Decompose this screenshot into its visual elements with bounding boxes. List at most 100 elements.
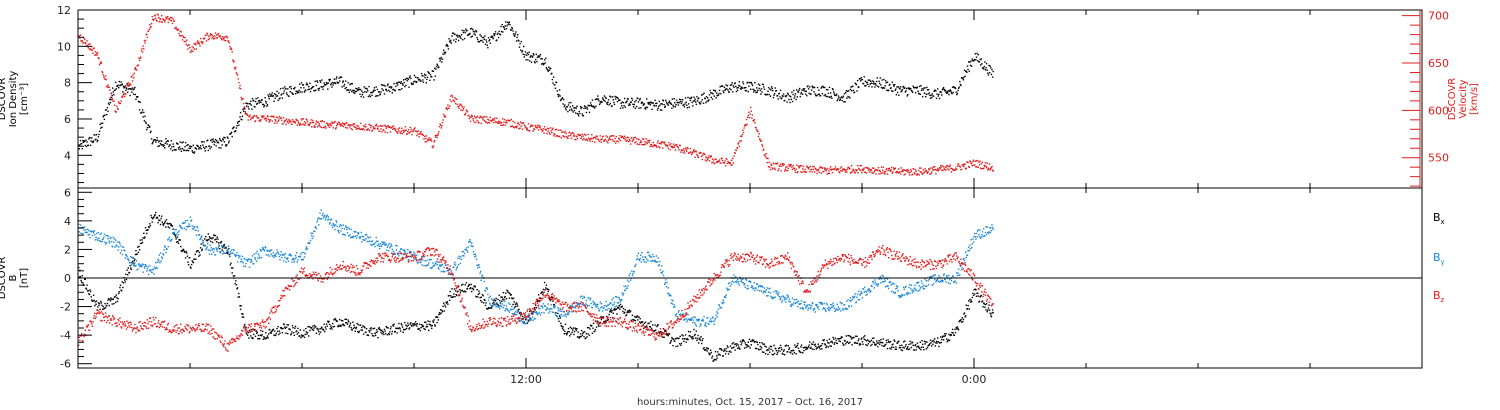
- data-point: [892, 84, 895, 86]
- data-point: [253, 333, 255, 336]
- data-point: [471, 27, 473, 30]
- data-point: [443, 302, 445, 304]
- data-point: [548, 297, 551, 300]
- data-point: [961, 317, 963, 319]
- data-point: [684, 338, 686, 340]
- data-point: [462, 39, 464, 41]
- data-point: [510, 118, 512, 121]
- data-point: [210, 146, 212, 148]
- data-point: [567, 328, 570, 330]
- data-point: [557, 312, 559, 315]
- data-point: [224, 36, 226, 38]
- data-point: [588, 138, 591, 140]
- data-point: [500, 296, 502, 298]
- data-point: [145, 122, 147, 125]
- data-point: [635, 105, 638, 108]
- data-point: [965, 315, 967, 317]
- data-point: [481, 117, 484, 119]
- data-point: [712, 93, 714, 95]
- data-point: [797, 342, 799, 345]
- data-point: [962, 79, 965, 81]
- data-point: [297, 327, 299, 330]
- data-point: [454, 33, 456, 36]
- data-point: [808, 344, 810, 346]
- data-point: [647, 139, 650, 142]
- data-point: [828, 172, 831, 175]
- data-point: [798, 89, 800, 91]
- data-point: [523, 45, 525, 48]
- data-point: [984, 69, 987, 71]
- data-point: [737, 143, 739, 145]
- data-point: [681, 338, 684, 340]
- data-point: [348, 124, 350, 126]
- data-point: [538, 124, 540, 127]
- data-point: [359, 93, 361, 95]
- data-point: [451, 35, 453, 37]
- data-point: [693, 99, 696, 102]
- data-point: [818, 89, 820, 91]
- data-point: [327, 125, 330, 127]
- data-point: [272, 328, 275, 330]
- data-point: [410, 324, 413, 327]
- data-point: [895, 346, 897, 348]
- data-point: [305, 83, 307, 86]
- data-point: [133, 77, 135, 79]
- data-point: [400, 81, 402, 83]
- data-point: [293, 334, 295, 337]
- data-point: [228, 41, 230, 44]
- data-point: [894, 83, 896, 86]
- data-point: [143, 232, 145, 234]
- data-point: [275, 334, 277, 336]
- data-point: [259, 99, 261, 102]
- data-point: [351, 90, 353, 93]
- data-point: [529, 126, 531, 128]
- data-point: [735, 343, 737, 345]
- data-point: [245, 102, 247, 104]
- data-point: [945, 169, 947, 171]
- data-point: [321, 86, 324, 88]
- data-point: [119, 84, 122, 86]
- data-point: [508, 22, 510, 24]
- data-point: [980, 58, 982, 60]
- data-point: [698, 101, 700, 104]
- data-point: [312, 121, 315, 124]
- data-point: [276, 330, 279, 333]
- data-point: [119, 284, 122, 286]
- data-point: [315, 84, 318, 87]
- data-point: [648, 322, 650, 324]
- data-point: [232, 252, 234, 254]
- data-point: [613, 135, 615, 137]
- data-point: [628, 140, 630, 143]
- data-point: [901, 90, 903, 92]
- data-point: [426, 76, 429, 78]
- data-point: [409, 126, 411, 129]
- data-point: [132, 74, 134, 76]
- data-point: [448, 294, 450, 297]
- data-point: [411, 325, 413, 327]
- data-point: [273, 116, 275, 118]
- data-point: [901, 89, 904, 91]
- data-point: [317, 121, 319, 123]
- data-point: [294, 93, 297, 95]
- data-point: [529, 130, 531, 132]
- data-point: [98, 64, 101, 66]
- data-point: [537, 299, 539, 302]
- data-point: [745, 86, 747, 89]
- data-point: [824, 344, 827, 346]
- data-point: [933, 341, 935, 343]
- data-point: [620, 102, 622, 104]
- data-point: [879, 170, 881, 173]
- data-point: [621, 135, 623, 137]
- data-point: [487, 118, 489, 120]
- data-point: [112, 236, 114, 239]
- data-point: [802, 93, 804, 95]
- data-point: [612, 140, 614, 142]
- data-point: [868, 168, 870, 170]
- data-point: [606, 136, 608, 138]
- data-point: [623, 105, 625, 107]
- data-point: [950, 334, 953, 336]
- data-point: [398, 130, 400, 132]
- data-point: [432, 145, 435, 147]
- data-point: [810, 346, 812, 349]
- data-point: [668, 101, 670, 104]
